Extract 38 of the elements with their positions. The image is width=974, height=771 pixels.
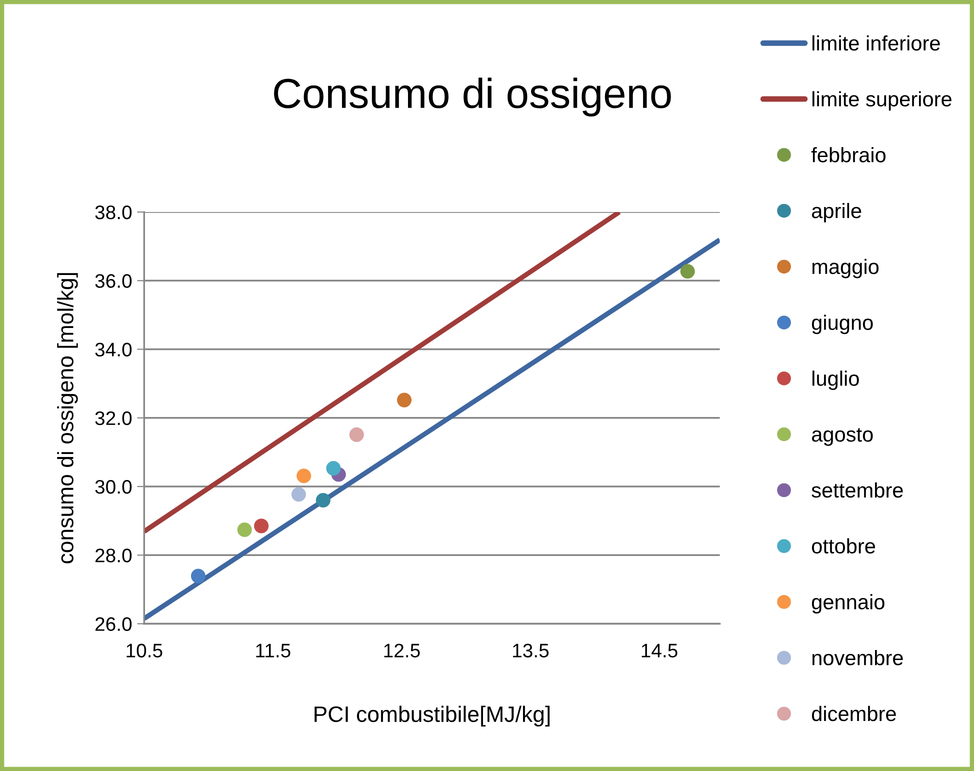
point (190, 568, 206, 584)
point (296, 468, 312, 484)
y-tick-label: 36.0 (95, 274, 132, 288)
y-tick-label: 26.0 (95, 617, 132, 631)
legend-label: maggio (812, 258, 879, 278)
legend-label: luglio (812, 370, 859, 390)
point (680, 264, 695, 279)
y-axis-title: consumo di ossigeno [mol/kg] (57, 273, 78, 564)
x-axis-title: PCI combustibile[MJ/kg] (314, 706, 550, 726)
x-tick-label: 11.5 (256, 644, 290, 658)
y-tick-label: 32.0 (95, 411, 132, 426)
point (316, 492, 330, 508)
legend-label: novembre (812, 650, 903, 666)
chart-title: Consumo di ossigeno (274, 78, 671, 117)
legend-label: giugno (812, 314, 873, 334)
x-tick-label: 12.5 (384, 644, 420, 658)
legend-label: aprile (812, 202, 862, 222)
y-tick-label: 30.0 (95, 480, 132, 494)
legend-label: ottobre (812, 538, 876, 554)
x-tick-label: 13.5 (513, 644, 549, 658)
y-tick-label: 34.0 (95, 342, 132, 356)
legend-label: dicembre (812, 706, 896, 722)
legend-label: gennaio (812, 594, 884, 614)
legend-label: settembre (812, 482, 903, 498)
legend-label: limite inferiore (812, 35, 940, 51)
point (254, 518, 269, 534)
point (349, 427, 364, 442)
point (326, 461, 341, 476)
point (397, 392, 412, 408)
legend-label: limite superiore (812, 91, 952, 111)
legend-label: agosto (812, 428, 873, 446)
point (237, 522, 252, 538)
point (291, 487, 306, 502)
x-tick-label: 10.5 (126, 644, 162, 658)
y-tick-label: 38.0 (95, 205, 132, 220)
x-tick-label: 14.5 (642, 644, 678, 658)
y-tick-label: 28.0 (95, 548, 132, 562)
legend-label: febbraio (811, 147, 886, 162)
